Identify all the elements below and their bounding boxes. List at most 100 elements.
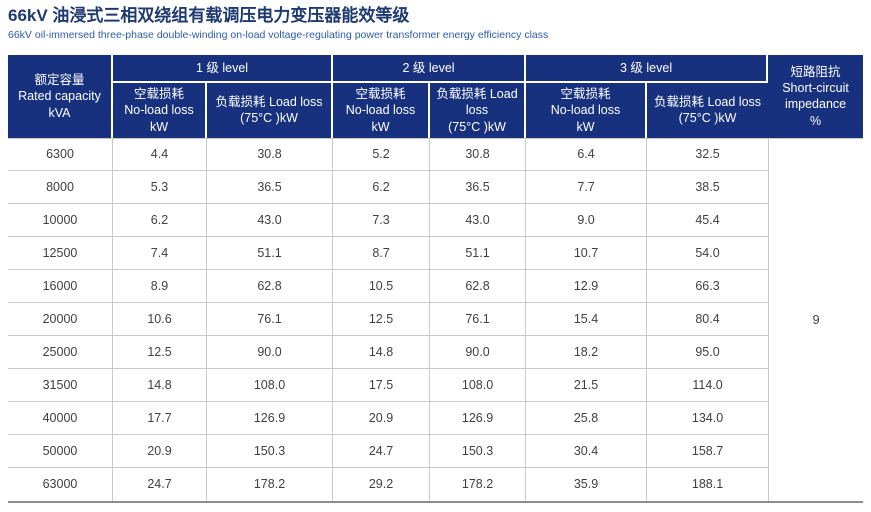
cell-value: 108.0 [207,368,334,402]
cell-value: 6.2 [113,203,207,237]
cell-value: 36.5 [207,170,334,204]
col-header-level-2: 2 级 level [333,54,527,83]
efficiency-table: 额定容量 Rated capacity kVA 1 级 level 2 级 le… [8,54,864,503]
col-header-short-circuit-impedance: 短路阻抗 Short-circuit impedance % [768,54,864,138]
cell-value: 126.9 [207,401,334,435]
cell-value: 20.9 [113,434,207,468]
table-row: 50000 20.9 150.3 24.7 150.3 30.4 158.7 [8,434,863,468]
cell-value: 62.8 [430,269,527,303]
cell-value: 95.0 [647,335,769,369]
table-row: 8000 5.3 36.5 6.2 36.5 7.7 38.5 [8,170,863,204]
col-header-level-2-load-loss: 负载损耗 Load loss (75°C )kW [430,82,527,138]
table-row: 10000 6.2 43.0 7.3 43.0 9.0 45.4 [8,203,863,237]
cell-rated-capacity: 63000 [8,467,113,501]
cell-value: 114.0 [647,368,769,402]
cell-value: 38.5 [647,170,769,204]
cell-rated-capacity: 20000 [8,302,113,336]
cell-short-circuit-impedance: 9 [768,137,864,501]
table-row: 25000 12.5 90.0 14.8 90.0 18.2 95.0 [8,335,863,369]
cell-value: 32.5 [647,137,769,171]
table-row: 12500 7.4 51.1 8.7 51.1 10.7 54.0 [8,236,863,270]
cell-value: 90.0 [430,335,527,369]
cell-value: 12.5 [333,302,431,336]
page-subtitle: 66kV oil-immersed three-phase double-win… [8,28,549,41]
cell-rated-capacity: 12500 [8,236,113,270]
cell-value: 24.7 [333,434,431,468]
cell-value: 45.4 [647,203,769,237]
cell-value: 8.9 [113,269,207,303]
cell-value: 30.8 [207,137,334,171]
col-header-rated-capacity: 额定容量 Rated capacity kVA [8,54,113,138]
table-row: 6300 4.4 30.8 5.2 30.8 6.4 32.5 9 [8,137,864,501]
cell-value: 178.2 [207,467,334,501]
cell-rated-capacity: 40000 [8,401,113,435]
col-header-level-1-no-load-loss: 空载损耗 No-load loss kW [113,82,207,138]
cell-value: 150.3 [207,434,334,468]
table-body: 6300 4.4 30.8 5.2 30.8 6.4 32.5 9 8000 5.3 36.5 6.2… [8,137,864,501]
cell-value: 14.8 [113,368,207,402]
cell-value: 76.1 [207,302,334,336]
cell-value: 20.9 [333,401,431,435]
table-row: 31500 14.8 108.0 17.5 108.0 21.5 114.0 [8,368,863,402]
col-header-level-3-no-load-loss: 空载损耗 No-load loss kW [526,82,648,138]
page-title: 66kV 油浸式三相双绕组有载调压电力变压器能效等级 [8,6,410,25]
cell-value: 25.8 [526,401,648,435]
col-header-level-2-no-load-loss: 空载损耗 No-load loss kW [333,82,431,138]
cell-value: 54.0 [647,236,769,270]
cell-value: 24.7 [113,467,207,501]
cell-rated-capacity: 10000 [8,203,113,237]
cell-value: 51.1 [207,236,334,270]
col-header-level-3-load-loss: 负载损耗 Load loss (75°C )kW [647,82,769,138]
cell-rated-capacity: 8000 [8,170,113,204]
cell-value: 108.0 [430,368,527,402]
table-row: 63000 24.7 178.2 29.2 178.2 35.9 188.1 [8,467,863,501]
cell-value: 17.5 [333,368,431,402]
cell-value: 7.7 [526,170,648,204]
cell-value: 43.0 [430,203,527,237]
cell-rated-capacity: 31500 [8,368,113,402]
cell-value: 76.1 [430,302,527,336]
cell-value: 62.8 [207,269,334,303]
cell-value: 51.1 [430,236,527,270]
cell-value: 7.4 [113,236,207,270]
cell-value: 18.2 [526,335,648,369]
cell-value: 7.3 [333,203,431,237]
cell-value: 12.9 [526,269,648,303]
cell-value: 9.0 [526,203,648,237]
cell-rated-capacity: 6300 [8,137,113,171]
cell-value: 17.7 [113,401,207,435]
cell-value: 6.2 [333,170,431,204]
cell-value: 14.8 [333,335,431,369]
cell-value: 158.7 [647,434,769,468]
cell-value: 5.2 [333,137,431,171]
cell-value: 8.7 [333,236,431,270]
table-row: 20000 10.6 76.1 12.5 76.1 15.4 80.4 [8,302,863,336]
cell-value: 178.2 [430,467,527,501]
cell-rated-capacity: 16000 [8,269,113,303]
cell-value: 29.2 [333,467,431,501]
cell-value: 188.1 [647,467,769,501]
cell-value: 134.0 [647,401,769,435]
cell-value: 43.0 [207,203,334,237]
cell-value: 66.3 [647,269,769,303]
table-row: 40000 17.7 126.9 20.9 126.9 25.8 134.0 [8,401,863,435]
cell-value: 90.0 [207,335,334,369]
cell-value: 15.4 [526,302,648,336]
cell-value: 150.3 [430,434,527,468]
cell-value: 10.7 [526,236,648,270]
cell-value: 35.9 [526,467,648,501]
col-header-level-3: 3 级 level [526,54,769,83]
cell-rated-capacity: 25000 [8,335,113,369]
cell-value: 6.4 [526,137,648,171]
cell-value: 5.3 [113,170,207,204]
cell-value: 12.5 [113,335,207,369]
cell-value: 4.4 [113,137,207,171]
cell-value: 30.8 [430,137,527,171]
cell-value: 21.5 [526,368,648,402]
table-header: 额定容量 Rated capacity kVA 1 级 level 2 级 le… [8,54,864,138]
cell-value: 10.5 [333,269,431,303]
col-header-level-1-load-loss: 负载损耗 Load loss (75°C )kW [207,82,334,138]
cell-value: 36.5 [430,170,527,204]
cell-rated-capacity: 50000 [8,434,113,468]
